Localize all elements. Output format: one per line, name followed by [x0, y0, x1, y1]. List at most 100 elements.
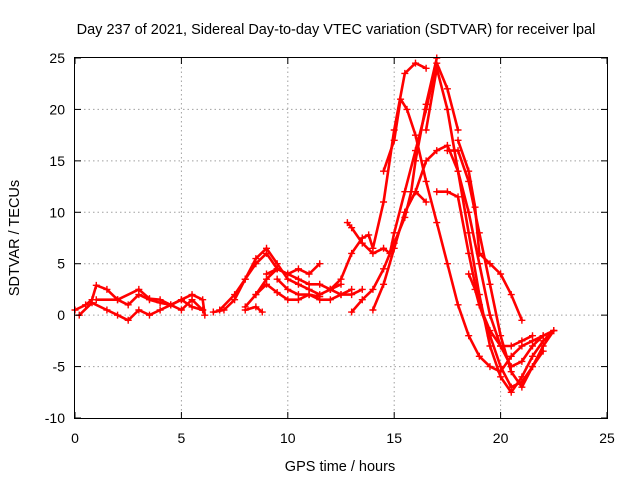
- data-point: [539, 342, 547, 350]
- data-point: [401, 69, 409, 77]
- data-point: [348, 308, 356, 316]
- y-tick-label: 0: [57, 307, 65, 323]
- data-point: [369, 285, 377, 293]
- data-point: [199, 296, 207, 304]
- data-point: [252, 291, 260, 299]
- data-point: [337, 291, 345, 299]
- data-point: [465, 332, 473, 340]
- data-point: [497, 270, 505, 278]
- data-point: [326, 296, 334, 304]
- data-point: [380, 265, 388, 273]
- series-pass-8: [263, 260, 324, 278]
- data-point: [305, 270, 313, 278]
- data-point: [114, 296, 122, 304]
- data-point: [433, 64, 441, 72]
- data-point: [401, 188, 409, 196]
- data-point: [454, 136, 462, 144]
- data-point: [380, 167, 388, 175]
- data-point: [486, 363, 494, 371]
- x-tick-labels: 0 5 10 15 20 25: [71, 58, 615, 446]
- series-pass-15: [380, 95, 558, 376]
- data-point: [443, 105, 451, 113]
- data-point: [475, 301, 483, 309]
- y-tick-label: 5: [57, 256, 65, 272]
- data-point: [326, 285, 334, 293]
- data-point: [454, 167, 462, 175]
- data-point: [201, 311, 209, 319]
- series-line: [78, 298, 204, 322]
- data-point: [475, 260, 483, 268]
- data-point: [231, 291, 239, 299]
- x-tick-label: 20: [493, 430, 509, 446]
- series-line: [265, 262, 321, 276]
- data-point: [188, 291, 196, 299]
- data-point: [465, 249, 473, 257]
- x-tick-label: 0: [71, 430, 79, 446]
- data-point: [550, 327, 558, 335]
- data-point: [529, 352, 537, 360]
- data-point: [358, 285, 366, 293]
- data-point: [284, 285, 292, 293]
- data-point: [465, 270, 473, 278]
- data-point: [305, 280, 313, 288]
- data-point: [507, 342, 515, 350]
- data-point: [390, 229, 398, 237]
- data-point: [369, 249, 377, 257]
- data-point: [177, 296, 185, 304]
- data-point: [103, 306, 111, 314]
- series-line: [371, 190, 428, 312]
- series-pass-2: [75, 296, 207, 324]
- data-point: [454, 126, 462, 134]
- data-point: [471, 203, 479, 211]
- series-pass-10: [241, 303, 266, 316]
- data-point: [433, 147, 441, 155]
- x-axis-label: GPS time / hours: [285, 459, 395, 475]
- data-point: [284, 296, 292, 304]
- x-tick-label: 5: [178, 430, 186, 446]
- series-line: [456, 139, 524, 322]
- data-point: [365, 231, 373, 239]
- data-point: [156, 296, 164, 304]
- data-point: [390, 136, 398, 144]
- data-point: [258, 308, 266, 316]
- data-point: [403, 105, 411, 113]
- data-point: [486, 260, 494, 268]
- series-line: [95, 288, 207, 317]
- data-point: [486, 311, 494, 319]
- data-point: [216, 306, 224, 314]
- data-point: [124, 316, 132, 324]
- data-point: [507, 368, 515, 376]
- x-tick-label: 10: [280, 430, 296, 446]
- data-point: [145, 295, 153, 303]
- data-point: [518, 378, 526, 386]
- series-line: [467, 272, 556, 389]
- y-tick-label: 10: [49, 204, 65, 220]
- data-point: [209, 308, 217, 316]
- data-point: [443, 260, 451, 268]
- data-point: [305, 291, 313, 299]
- data-point: [465, 229, 473, 237]
- data-point: [316, 260, 324, 268]
- data-point: [422, 198, 430, 206]
- data-point: [454, 301, 462, 309]
- data-point: [443, 147, 451, 155]
- series-line: [403, 144, 545, 368]
- x-tick-label: 15: [386, 430, 402, 446]
- series-pass-21: [465, 270, 558, 391]
- data-point: [422, 64, 430, 72]
- data-point: [348, 291, 356, 299]
- data-point: [411, 59, 419, 67]
- data-point: [252, 303, 260, 311]
- series-line: [446, 149, 545, 389]
- data-point: [422, 157, 430, 165]
- data-point: [114, 311, 122, 319]
- data-point: [241, 306, 249, 314]
- data-point: [529, 332, 537, 340]
- data-point: [497, 363, 505, 371]
- data-point: [471, 285, 479, 293]
- chart-title: Day 237 of 2021, Sidereal Day-to-day VTE…: [77, 22, 596, 38]
- data-point: [486, 332, 494, 340]
- data-point: [411, 131, 419, 139]
